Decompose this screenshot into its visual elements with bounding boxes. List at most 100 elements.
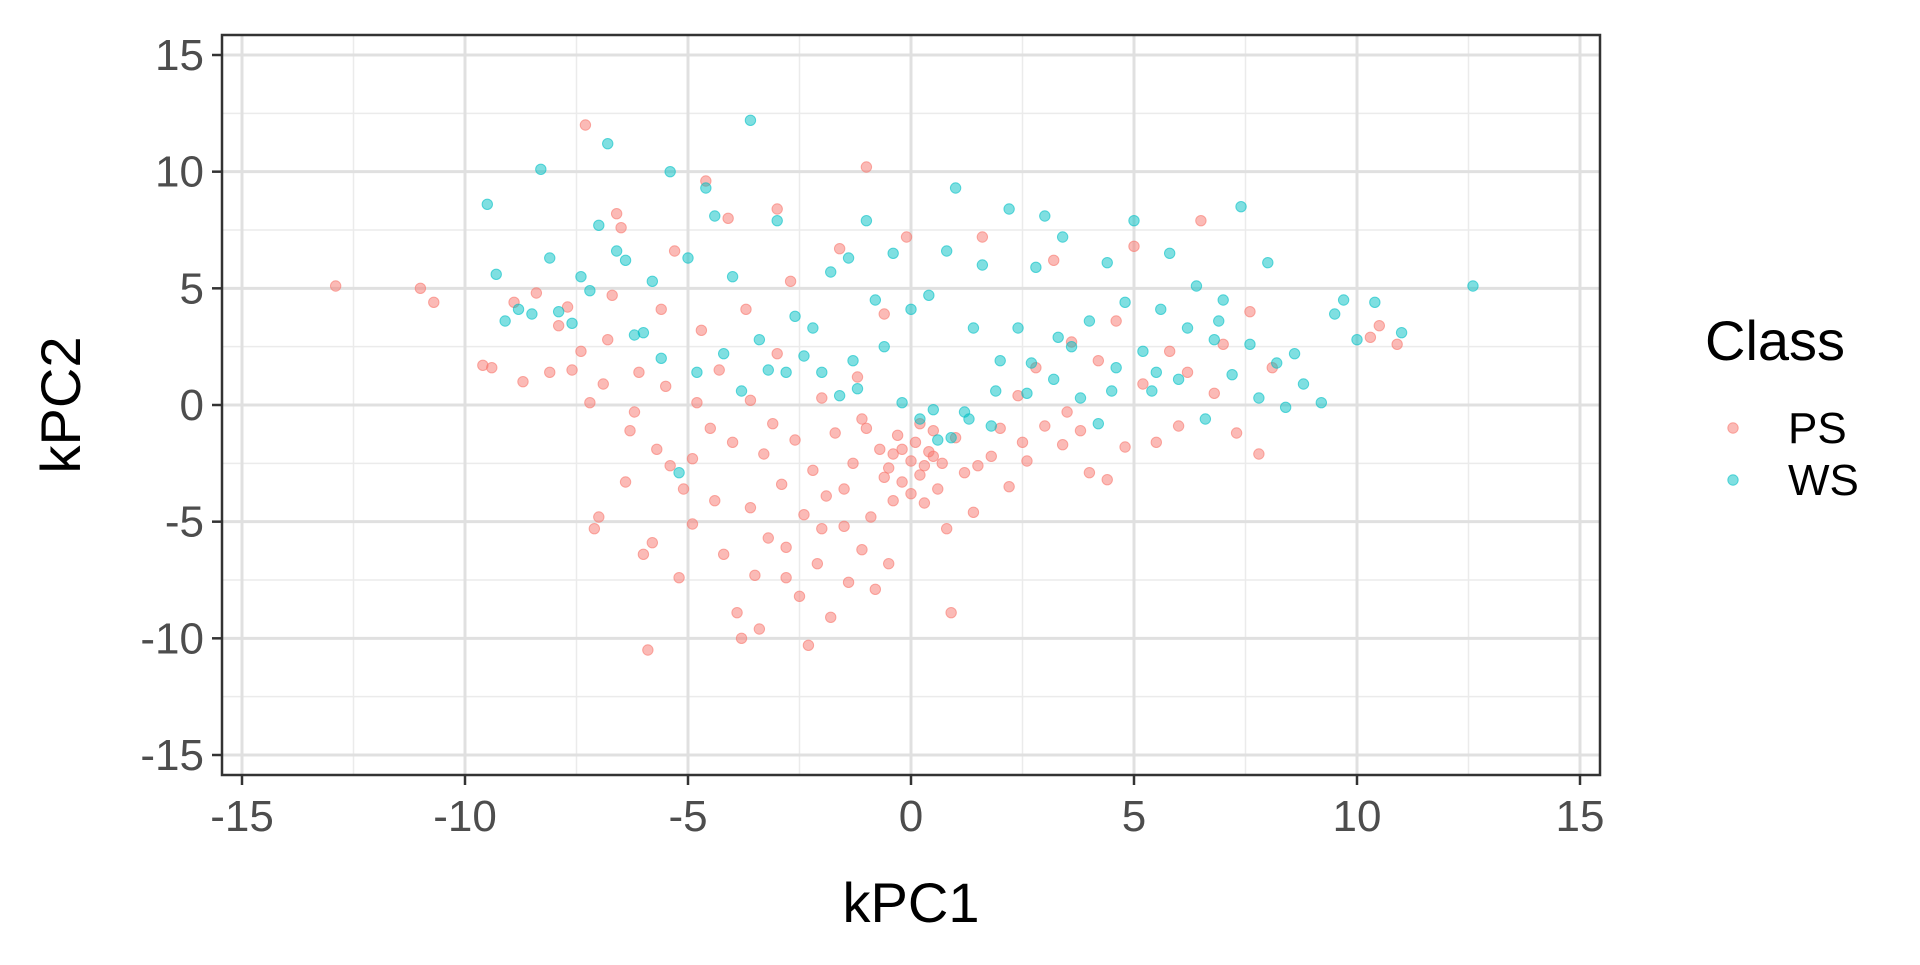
- data-point-ws: [967, 322, 980, 334]
- data-point-ws: [490, 268, 502, 281]
- data-point-ws: [1083, 315, 1096, 327]
- x-tick-label: -10: [433, 792, 497, 841]
- data-point-ps: [575, 345, 587, 358]
- data-point-ws: [994, 354, 1006, 367]
- data-point-ps: [668, 245, 681, 257]
- data-point-ws: [1253, 392, 1265, 404]
- data-point-ws: [1226, 368, 1238, 381]
- data-point-ps: [1244, 305, 1256, 318]
- data-point-ps: [1119, 441, 1131, 453]
- data-point-ps: [789, 434, 801, 446]
- data-point-ps: [927, 424, 939, 437]
- data-point-ps: [561, 301, 574, 313]
- data-point-ps: [1021, 455, 1033, 467]
- data-point-ps: [976, 231, 989, 243]
- y-tick-label: -5: [165, 498, 204, 547]
- data-point-ws: [932, 434, 944, 446]
- data-point-ws: [1244, 338, 1256, 351]
- data-point-ws: [646, 275, 659, 288]
- legend-title: Class: [1705, 309, 1845, 372]
- data-point-ws: [914, 413, 926, 425]
- data-point-ps: [651, 443, 663, 456]
- data-point-ws: [1315, 396, 1328, 409]
- x-tick-label: 15: [1556, 792, 1605, 841]
- y-tick-label: -15: [140, 731, 204, 780]
- data-point-ps: [726, 436, 739, 449]
- x-axis-title: kPC1: [843, 871, 980, 934]
- data-point-ps: [842, 576, 855, 589]
- data-point-ps: [762, 532, 774, 544]
- data-point-ws: [869, 294, 882, 306]
- y-tick-label: 10: [155, 148, 204, 197]
- data-point-ps: [695, 324, 708, 337]
- data-point-ws: [807, 322, 819, 334]
- data-point-ws: [1056, 231, 1069, 243]
- data-point-ws: [1395, 326, 1408, 339]
- data-point-ws: [1329, 308, 1341, 320]
- data-point-ps: [602, 333, 614, 346]
- data-point-ws: [1163, 247, 1176, 260]
- data-point-ws: [673, 466, 685, 479]
- data-point-ps: [771, 347, 783, 360]
- major-gridlines: [222, 35, 1600, 775]
- data-point-ws: [1119, 296, 1131, 309]
- data-point-ws: [726, 270, 739, 283]
- data-point-ps: [593, 511, 605, 523]
- data-point-ps: [633, 366, 645, 379]
- data-point-ws: [1217, 294, 1229, 306]
- data-point-ws: [1150, 366, 1163, 379]
- data-point-ws: [1030, 261, 1042, 274]
- data-point-ws: [700, 182, 712, 194]
- data-point-ws: [744, 114, 757, 127]
- data-point-ps: [552, 319, 565, 332]
- data-point-ws: [847, 354, 859, 367]
- data-point-ws: [963, 413, 975, 425]
- data-point-ws: [1128, 214, 1140, 227]
- data-point-ps: [1373, 319, 1386, 332]
- data-point-ps: [619, 476, 632, 488]
- data-point-ws: [1155, 303, 1167, 316]
- data-point-ws: [481, 198, 493, 211]
- data-point-ps: [874, 443, 886, 456]
- data-point-ws: [842, 252, 855, 264]
- y-axis: -15 -10 -5 0 5 10 15: [140, 31, 222, 780]
- data-point-ps: [758, 448, 770, 460]
- data-point-ps: [584, 396, 596, 409]
- data-point-ps: [1048, 254, 1060, 267]
- data-point-ps: [780, 571, 792, 584]
- data-point-ps: [1172, 420, 1185, 432]
- data-point-ps: [896, 476, 908, 488]
- data-point-ws: [552, 305, 565, 318]
- data-point-ps: [985, 450, 997, 463]
- data-point-ps: [878, 471, 890, 484]
- data-point-ps: [909, 436, 922, 449]
- data-point-ws: [985, 420, 997, 432]
- data-point-ps: [597, 378, 609, 390]
- data-point-ps: [414, 282, 427, 295]
- data-point-ws: [825, 266, 837, 278]
- data-point-ws: [833, 389, 846, 402]
- data-point-ws: [949, 182, 962, 194]
- data-point-ps: [811, 557, 824, 570]
- data-point-ws: [878, 340, 890, 353]
- data-point-ps: [945, 606, 957, 619]
- data-point-ws: [655, 352, 667, 365]
- data-point-ws: [1288, 347, 1301, 360]
- data-point-ps: [1003, 480, 1015, 493]
- data-point-ps: [891, 429, 904, 442]
- data-point-ws: [1137, 345, 1149, 358]
- data-point-ps: [856, 413, 868, 425]
- data-point-ws: [1039, 210, 1051, 222]
- data-point-ps: [918, 459, 931, 472]
- data-point-ps: [1016, 436, 1029, 449]
- data-point-ps: [1056, 438, 1069, 451]
- data-point-ps: [914, 469, 926, 481]
- y-tick-label: 0: [180, 381, 204, 430]
- data-point-ps: [642, 644, 654, 656]
- data-point-ws: [1235, 200, 1247, 213]
- data-point-ws: [945, 431, 957, 444]
- data-point-ps: [677, 483, 690, 495]
- data-point-ws: [1297, 378, 1310, 390]
- data-point-ws: [860, 214, 873, 227]
- data-point-ws: [1074, 392, 1087, 404]
